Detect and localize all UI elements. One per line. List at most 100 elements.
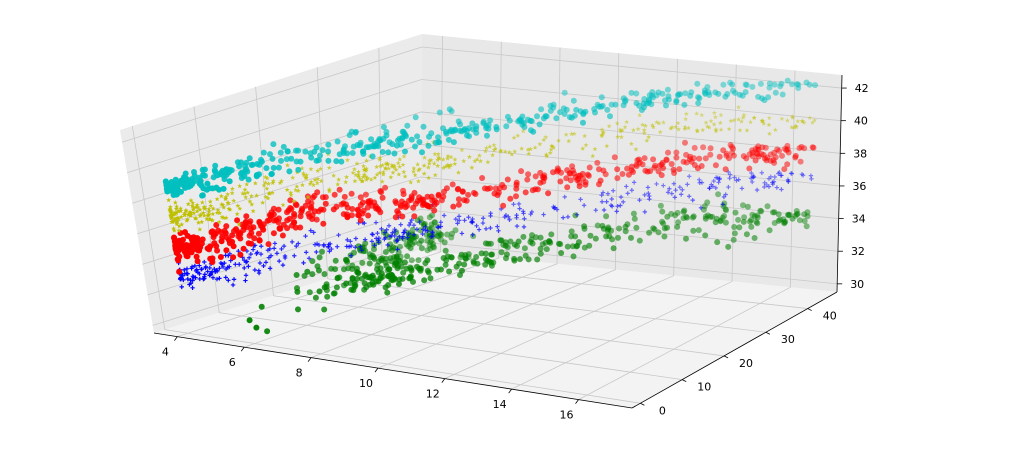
data-point <box>268 253 274 258</box>
data-point <box>214 247 221 254</box>
grid-line-z <box>121 46 842 143</box>
data-point <box>223 275 228 280</box>
data-point <box>514 213 519 218</box>
data-point <box>603 213 610 220</box>
data-point <box>190 206 196 212</box>
data-point <box>167 206 173 212</box>
data-point <box>349 150 356 156</box>
data-point <box>258 303 265 310</box>
data-point <box>248 251 254 257</box>
data-point <box>423 231 430 238</box>
data-point <box>488 213 493 219</box>
data-point <box>786 179 791 184</box>
data-point <box>374 172 380 177</box>
data-point <box>672 195 678 200</box>
data-point <box>759 170 765 175</box>
data-point <box>441 165 446 170</box>
data-point <box>266 190 272 196</box>
data-point <box>502 214 507 220</box>
data-point <box>723 207 729 214</box>
data-point <box>793 211 800 218</box>
data-point <box>669 124 675 130</box>
data-point <box>206 212 212 217</box>
data-point <box>707 185 712 191</box>
data-point <box>749 179 755 185</box>
data-point <box>461 261 468 268</box>
data-point <box>633 90 640 97</box>
data-point <box>562 194 567 200</box>
data-point <box>556 240 562 247</box>
data-point <box>429 212 436 219</box>
data-point <box>229 232 236 239</box>
data-point <box>736 116 741 122</box>
data-point <box>795 81 802 88</box>
data-point <box>435 151 441 157</box>
z-tick-label: 34 <box>852 213 866 226</box>
y-tick-label: 20 <box>739 357 753 370</box>
data-point <box>265 195 271 201</box>
data-point <box>210 234 217 241</box>
data-point <box>537 245 544 252</box>
data-point <box>444 231 451 238</box>
data-point <box>250 208 256 214</box>
data-point <box>812 82 819 89</box>
data-point <box>534 113 540 120</box>
data-point <box>592 109 598 116</box>
data-point <box>472 191 479 197</box>
data-point <box>197 226 203 232</box>
data-point <box>629 188 635 193</box>
data-point <box>722 219 729 226</box>
data-point <box>246 155 253 162</box>
grid-line-y <box>255 86 725 357</box>
data-point <box>444 253 451 260</box>
data-point <box>318 166 323 171</box>
data-point <box>406 237 413 244</box>
data-point <box>600 167 607 174</box>
data-point <box>686 194 692 199</box>
data-point <box>250 247 256 252</box>
data-point <box>398 222 403 227</box>
data-point <box>636 237 643 244</box>
data-point <box>453 216 458 222</box>
data-point <box>291 211 298 217</box>
data-point <box>712 114 718 120</box>
data-point <box>810 120 815 125</box>
y-tick-label: 10 <box>697 381 711 394</box>
data-point <box>219 261 225 267</box>
data-point <box>182 212 188 218</box>
data-point <box>502 242 509 249</box>
data-point <box>501 184 508 191</box>
data-point <box>191 210 197 216</box>
data-point <box>443 164 449 169</box>
data-point <box>393 229 398 234</box>
data-point <box>766 84 773 91</box>
data-point <box>759 95 765 102</box>
data-point <box>521 245 528 252</box>
data-point <box>279 178 284 184</box>
data-point <box>204 216 210 222</box>
data-point <box>576 183 583 190</box>
data-point <box>754 187 760 193</box>
data-point <box>487 144 493 149</box>
data-point <box>541 175 548 182</box>
data-point <box>199 267 204 272</box>
data-point <box>344 244 349 249</box>
data-point <box>749 153 756 160</box>
data-point <box>587 232 594 239</box>
data-point <box>197 207 203 212</box>
data-point <box>542 113 549 120</box>
data-point <box>650 124 656 130</box>
data-point <box>766 115 772 121</box>
data-point <box>574 212 580 217</box>
data-point <box>465 191 472 198</box>
data-point <box>637 197 642 203</box>
data-point <box>243 273 249 278</box>
data-point <box>625 191 630 196</box>
data-point <box>483 226 489 232</box>
data-point <box>552 205 558 210</box>
data-point <box>372 243 377 248</box>
z-tick-label: 36 <box>852 180 866 193</box>
data-point <box>438 266 444 273</box>
data-point <box>213 243 220 250</box>
